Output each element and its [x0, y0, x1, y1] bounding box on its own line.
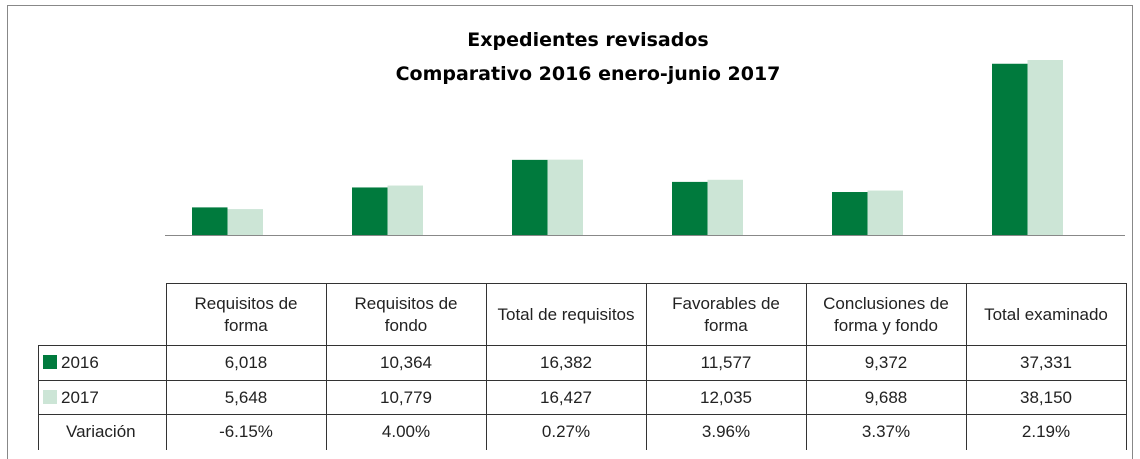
- bar: [867, 190, 903, 235]
- variation-cell: 3.96%: [645, 414, 807, 450]
- chart-title: Expedientes revisados: [467, 29, 708, 51]
- row-label: Variación: [38, 414, 167, 450]
- data-table: Requisitos de forma Requisitos de fondo To…: [38, 283, 1127, 450]
- category-label: Conclusiones de forma y fondo: [805, 283, 967, 346]
- value-cell: 9,688: [805, 380, 967, 415]
- bar: [227, 209, 263, 235]
- bar: [512, 159, 548, 235]
- value-cell: 11,577: [645, 345, 807, 381]
- bar: [547, 159, 583, 235]
- bar: [192, 207, 228, 235]
- value-cell: 5,648: [165, 380, 327, 415]
- bar: [352, 187, 388, 235]
- legend-label: 2017: [61, 387, 99, 407]
- bar: [832, 192, 868, 235]
- category-label: Total examinado: [965, 283, 1127, 346]
- bar: [1027, 60, 1063, 235]
- bar: [387, 185, 423, 235]
- category-label: Requisitos de forma: [165, 283, 327, 346]
- variation-cell: -6.15%: [165, 414, 327, 450]
- variation-cell: 0.27%: [485, 414, 647, 450]
- category-label: Requisitos de fondo: [325, 283, 487, 346]
- bar: [992, 63, 1028, 235]
- category-label: Favorables de forma: [645, 283, 807, 346]
- value-cell: 16,427: [485, 380, 647, 415]
- value-cell: 10,779: [325, 380, 487, 415]
- legend-cell: 2017: [38, 380, 167, 415]
- value-cell: 16,382: [485, 345, 647, 381]
- bar: [707, 179, 743, 235]
- value-cell: 9,372: [805, 345, 967, 381]
- value-cell: 10,364: [325, 345, 487, 381]
- value-cell: 12,035: [645, 380, 807, 415]
- category-label: Total de requisitos: [485, 283, 647, 346]
- value-cell: 37,331: [965, 345, 1127, 381]
- series-row: 2016 6,018 10,364 16,382 11,577 9,372 37,331: [38, 345, 1127, 381]
- header-row: Requisitos de forma Requisitos de fondo To…: [39, 283, 1127, 346]
- series-row: 2017 5,648 10,779 16,427 12,035 9,688 38,150: [38, 380, 1127, 415]
- variation-row: Variación -6.15% 4.00% 0.27% 3.96% 3.37% 2.19%: [38, 414, 1127, 450]
- variation-cell: 3.37%: [805, 414, 967, 450]
- variation-cell: 2.19%: [965, 414, 1127, 450]
- value-cell: 38,150: [965, 380, 1127, 415]
- variation-cell: 4.00%: [325, 414, 487, 450]
- legend-label: 2016: [61, 353, 99, 372]
- legend-cell: 2016: [38, 345, 167, 381]
- chart-subtitle: Comparativo 2016 enero-junio 2017: [396, 63, 781, 85]
- bar: [672, 181, 708, 235]
- value-cell: 6,018: [165, 345, 327, 381]
- frame: [7, 5, 1133, 459]
- legend-swatch: [43, 355, 57, 369]
- legend-swatch: [43, 389, 57, 404]
- blank-cell: [39, 284, 167, 346]
